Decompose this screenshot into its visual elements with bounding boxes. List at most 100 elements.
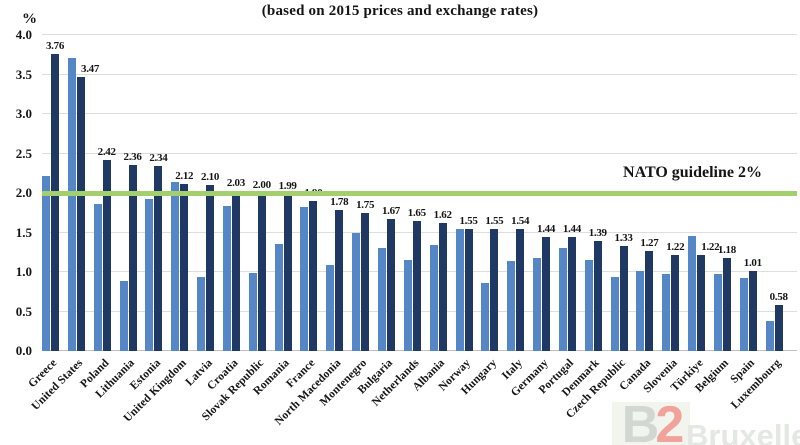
bar-dark-series: 1.65 [408, 207, 426, 351]
y-tick-label: 3.0 [15, 106, 32, 121]
bar-light-series [145, 198, 154, 351]
y-tick-label: 0.5 [15, 303, 32, 319]
y-tick-label: 2.0 [15, 185, 32, 200]
bar-dark-series: 1.22 [666, 241, 685, 351]
bar-light-series [636, 271, 645, 351]
bar-light-series [326, 264, 335, 351]
bar-group: 1.99 Romania [251, 35, 296, 398]
bar-dark-series: 1.44 [537, 223, 555, 351]
bar-dark-series: 1.55 [485, 215, 504, 351]
value-label: 1.22 [701, 240, 720, 253]
bar-light-series [584, 260, 593, 351]
bar-group: 1.44 Portugal [537, 35, 581, 396]
chart-subtitle: (based on 2015 prices and exchange rates… [261, 3, 539, 19]
watermark-logo-letters: B2 [621, 402, 684, 445]
value-label: 2.42 [97, 145, 116, 158]
bar-light-series [222, 205, 231, 351]
bar-dark-series: 3.47 [76, 63, 99, 351]
y-axis-unit-label: % [22, 11, 37, 27]
bar-group: 3.47 United States [30, 35, 99, 413]
bar-group: 2.10 Latvia [183, 35, 219, 388]
bar-group: 1.62 Albania [411, 35, 452, 394]
bar-group: 1.75 Montenegro [318, 35, 374, 409]
bar-light-series [42, 175, 50, 351]
bar-dark-series: 1.90 [304, 187, 323, 351]
value-label: 1.01 [743, 257, 762, 270]
bar-dark-series: 1.78 [330, 196, 349, 351]
bar-light-series [765, 320, 774, 351]
value-label: 2.00 [252, 179, 271, 191]
y-tick-label: 0.0 [15, 343, 32, 358]
bar-group: 1.55 Norway [437, 35, 478, 394]
bar-dark-series: 2.03 [227, 177, 245, 351]
bar-group: 2.12 United Kingdom [121, 35, 194, 425]
y-tick-label: 3.5 [15, 66, 32, 82]
value-label: 3.76 [45, 39, 65, 52]
bar-group: 1.78 North Macedonia [273, 35, 349, 427]
bar-light-series [171, 181, 180, 351]
bar-light-series [662, 273, 671, 351]
bar-light-series [533, 257, 542, 351]
gridline [42, 152, 797, 154]
bar-light-series [455, 229, 464, 351]
bar-light-series [93, 204, 102, 351]
value-label: 1.55 [485, 214, 504, 227]
bar-group: 1.67 Bulgaria [356, 35, 400, 396]
bar-dark-series: 1.55 [459, 215, 478, 351]
value-label: 2.12 [175, 169, 194, 182]
y-tick-label: 4.0 [15, 27, 32, 42]
value-label: 3.47 [81, 62, 100, 75]
bar-dark-series: 2.34 [149, 152, 168, 351]
value-label: 1.55 [459, 214, 478, 227]
watermark-letter-b: B [621, 402, 660, 445]
value-label: 1.99 [278, 179, 297, 192]
bar-group: 0.58 Luxembourg [729, 35, 788, 411]
bar-dark-series: 2.42 [98, 146, 116, 351]
bar-light-series [688, 236, 697, 351]
bar-dark-series: 1.22 [697, 241, 720, 351]
nato-guideline-line [42, 191, 797, 196]
gridline [42, 113, 797, 114]
value-label: 2.10 [201, 171, 220, 184]
bar-dark-series: 2.12 [175, 170, 194, 351]
bar-light-series [739, 278, 748, 351]
bar-group: 3.76 Greece [26, 35, 64, 390]
y-tick-label: 1.0 [15, 264, 32, 279]
bar-light-series [713, 274, 722, 351]
watermark-text: Bruxelles [686, 418, 800, 445]
value-label: 1.78 [330, 196, 349, 209]
value-label: 1.67 [381, 205, 400, 218]
bar-group: 2.36 Lithuania [94, 35, 142, 401]
nato-guideline-label: NATO guideline 2% [623, 164, 762, 181]
bar-dark-series: 1.67 [382, 205, 400, 351]
bar-group: 1.54 Italy [500, 35, 530, 382]
bar-dark-series: 0.58 [770, 291, 788, 351]
bar-group: 1.27 Canada [618, 35, 659, 393]
value-label: 1.18 [717, 243, 736, 256]
bar-light-series [352, 232, 361, 351]
bar-group: 1.39 Denmark [560, 35, 607, 399]
bar-group: 2.00 Slovak Republic [200, 35, 271, 423]
bar-group: 1.65 Netherlands [370, 35, 427, 409]
bar-group: 1.18 Belgium [694, 35, 737, 395]
value-label: 1.44 [537, 223, 556, 236]
value-label: 0.58 [769, 291, 788, 304]
bar-light-series [610, 276, 619, 351]
bar-light-series [507, 260, 516, 351]
value-label: 2.36 [123, 150, 142, 163]
bar-group: 1.01 Spain [729, 35, 763, 386]
bar-dark-series: 3.76 [46, 40, 64, 351]
bar-group: 2.42 Poland [78, 35, 116, 390]
y-tick-label: 2.5 [15, 145, 32, 161]
y-tick-label: 1.5 [15, 224, 32, 240]
value-label: 1.75 [356, 198, 375, 211]
bar-dark-series: 2.00 [253, 179, 271, 351]
bar-group: 2.34 Estonia [128, 35, 168, 392]
bar-light-series [481, 283, 490, 351]
value-label: 1.62 [433, 209, 452, 222]
value-label: 1.22 [666, 240, 685, 253]
bar-group: 2.03 Croatia [205, 35, 245, 393]
bar-dark-series: 1.62 [434, 209, 452, 351]
bars-area: 3.76 Greece 3.47 United States 2.42 Poland 2.3… [26, 35, 797, 428]
